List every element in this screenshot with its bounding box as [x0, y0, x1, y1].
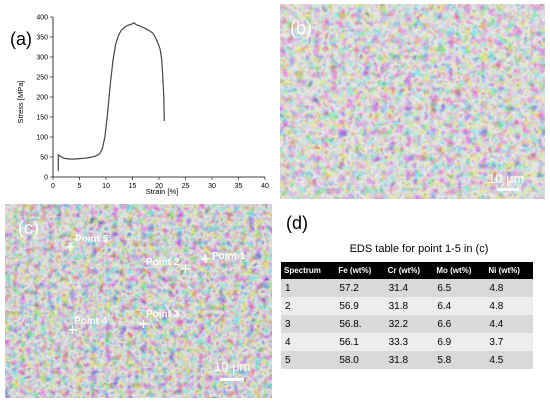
eds-header-cell: Spectrum: [281, 262, 336, 279]
point-4-marker: +: [67, 323, 78, 338]
x-tick-label: 40: [261, 183, 269, 190]
x-tick-label: 0: [51, 183, 55, 190]
eds-row: 4 56.1 33.3 6.9 3.7: [281, 333, 533, 351]
panel-label-b: (b): [290, 18, 312, 38]
eds-cell: 31.8: [384, 351, 434, 369]
x-axis-label: Strain [%]: [146, 187, 179, 196]
eds-cell: 33.3: [384, 333, 434, 351]
scalebar-label-c: 10 μm: [214, 359, 251, 374]
x-tick-label: 10: [102, 183, 110, 190]
stress-strain-chart: 0 5 10 15 20 25 30 35 40050100150200250300350400…: [16, 15, 269, 197]
eds-cell: 31.8: [384, 297, 434, 315]
x-tick-label: 15: [129, 183, 137, 190]
eds-cell: 6.9: [433, 333, 486, 351]
point-1-marker: +: [200, 252, 211, 267]
x-tick-label: 20: [155, 183, 163, 190]
eds-cell: 56.9: [335, 297, 385, 315]
eds-row: 3 56.8. 32.2 6.6 4.4: [281, 315, 533, 333]
panel-label-d: (d): [286, 213, 308, 233]
sem-texture-b: [280, 4, 545, 199]
eds-cell: 57.2: [335, 279, 385, 297]
eds-cell: 4.4: [485, 315, 533, 333]
eds-cell: 4.8: [485, 297, 533, 315]
eds-row: 1 57.2 31.4 6.5 4.8: [281, 279, 533, 297]
y-tick-label: 100: [36, 135, 48, 142]
eds-cell: 4: [281, 333, 336, 351]
point-1-label: Point 1: [212, 251, 246, 262]
eds-cell: 5.8: [433, 351, 486, 369]
sem-texture-c: [5, 204, 272, 398]
y-tick-label: 250: [36, 75, 48, 82]
eds-cell: 4.8: [485, 279, 533, 297]
eds-table-title: EDS table for point 1-5 in (c): [349, 243, 489, 255]
panel-label-c: (c): [18, 218, 39, 238]
point-4-label: Point 4: [74, 316, 108, 327]
x-tick-label: 30: [208, 183, 216, 190]
eds-cell: 56.1: [335, 333, 385, 351]
eds-cell: 6.6: [433, 315, 486, 333]
stress-strain-line: [57, 22, 165, 171]
point-5-marker: +: [65, 240, 76, 255]
eds-header-cell: Fe (wt%): [335, 262, 385, 279]
eds-cell: 58.0: [335, 351, 385, 369]
x-tick-label: 5: [78, 183, 82, 190]
x-tick-label: 25: [182, 183, 190, 190]
x-tick-label: 35: [235, 183, 243, 190]
eds-row: 2 56.9 31.8 6.4 4.8: [281, 297, 533, 315]
y-tick-label: 350: [36, 35, 48, 42]
y-tick-label: 300: [36, 55, 48, 62]
eds-cell: 32.2: [384, 315, 434, 333]
y-tick-label: 400: [36, 15, 48, 22]
scalebar-label-b: 10 μm: [488, 171, 525, 186]
point-2-marker: +: [180, 262, 191, 277]
y-tick-label: 50: [40, 155, 48, 162]
eds-cell: 56.8.: [335, 315, 385, 333]
sem-image-b: [280, 4, 545, 199]
y-tick-label: 0: [44, 175, 48, 182]
point-3-marker: +: [138, 317, 149, 332]
point-5-label: Point 5: [75, 234, 109, 245]
eds-cell: 6.5: [433, 279, 486, 297]
eds-cell: 3: [281, 315, 336, 333]
y-tick-label: 150: [36, 115, 48, 122]
eds-cell: 4.5: [485, 351, 533, 369]
chart-axes: [52, 17, 265, 178]
sem-image-c: [5, 204, 272, 398]
scalebar-c: [220, 378, 244, 381]
eds-header-cell: Ni (wt%): [485, 262, 533, 279]
eds-row: 5 58.0 31.8 5.8 4.5: [281, 351, 533, 369]
eds-header-cell: Cr (wt%): [384, 262, 434, 279]
eds-cell: 3.7: [485, 333, 533, 351]
eds-table: Spectrum Fe (wt%) Cr (wt%) Mo (wt%) Ni (…: [281, 262, 533, 369]
scalebar-b: [497, 188, 519, 191]
point-2-label: Point 2: [146, 257, 180, 268]
point-3-label: Point 3: [146, 309, 180, 320]
eds-header-cell: Mo (wt%): [433, 262, 486, 279]
eds-cell: 31.4: [384, 279, 434, 297]
eds-cell: 5: [281, 351, 336, 369]
y-axis-label: Stress [MPa]: [16, 81, 25, 124]
eds-cell: 6.4: [433, 297, 486, 315]
y-tick-label: 200: [36, 95, 48, 102]
panel-label-a: (a): [10, 29, 32, 49]
eds-cell: 2: [281, 297, 336, 315]
eds-header-row: Spectrum Fe (wt%) Cr (wt%) Mo (wt%) Ni (…: [281, 262, 533, 279]
eds-cell: 1: [281, 279, 336, 297]
